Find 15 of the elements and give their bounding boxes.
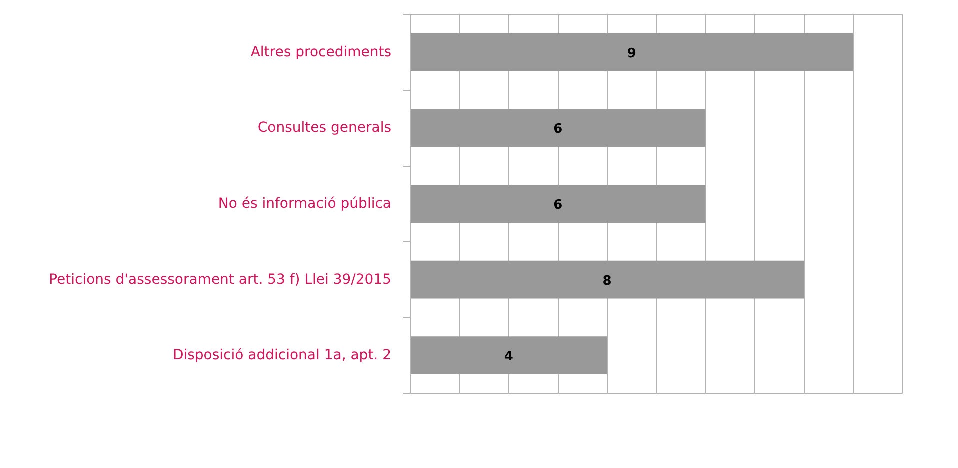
data-label: 4 bbox=[504, 350, 514, 365]
bar bbox=[410, 109, 706, 148]
bar bbox=[410, 336, 608, 375]
y-tick-label: Consultes generals bbox=[258, 120, 392, 136]
y-tick-label: Disposició addicional 1a, apt. 2 bbox=[172, 348, 392, 364]
data-label: 6 bbox=[554, 122, 563, 138]
bar bbox=[410, 185, 706, 223]
y-tick-label: Peticions d'assessorament art. 53 f) Llei 39/2015 bbox=[49, 272, 392, 288]
y-tick-label: Altres procediments bbox=[250, 44, 392, 60]
data-label: 8 bbox=[602, 274, 612, 289]
bar bbox=[410, 33, 854, 72]
data-label: 6 bbox=[554, 198, 563, 213]
data-label: 9 bbox=[627, 46, 636, 62]
bar bbox=[410, 260, 804, 299]
y-tick-label: No és informació pública bbox=[218, 196, 392, 212]
